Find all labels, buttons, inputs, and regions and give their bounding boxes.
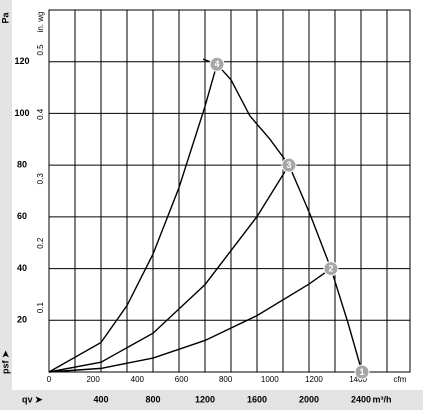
- bottom-band: [0, 390, 423, 410]
- point-label: 2: [328, 263, 333, 273]
- y2-tick-label: 0.1: [36, 301, 45, 313]
- operating-point: [281, 157, 297, 173]
- y2-tick-label: 0.4: [36, 108, 45, 120]
- operating-point: [354, 364, 370, 380]
- x-tick-label: 1200: [195, 394, 215, 404]
- y2-unit: in. wg: [36, 12, 45, 33]
- x2-unit: cfm: [394, 375, 407, 384]
- y2-tick-label: 0.2: [36, 237, 45, 249]
- x-tick-label: 800: [145, 394, 160, 404]
- y2-tick-label: 0.3: [36, 173, 45, 185]
- left-band: [0, 0, 12, 390]
- x-tick-label: 2000: [299, 394, 319, 404]
- x2-tick-label: 0: [47, 375, 52, 384]
- operating-point: [323, 261, 339, 277]
- point-label: 4: [214, 59, 219, 69]
- curve: [48, 267, 332, 373]
- curve: [202, 58, 363, 373]
- operating-point: [209, 56, 225, 72]
- y-tick-label: 20: [17, 315, 27, 325]
- y2-tick-label: 0.5: [36, 44, 45, 56]
- y-tick-label: 60: [17, 211, 27, 221]
- point-label: 1: [360, 367, 365, 377]
- curve: [48, 64, 218, 373]
- x2-tick-label: 800: [219, 375, 233, 384]
- y-axis-label: psf ➤: [0, 350, 10, 374]
- y-unit: Pa: [0, 12, 10, 24]
- y-tick-label: 120: [14, 56, 29, 66]
- y-tick-label: 100: [14, 108, 29, 118]
- point-label: 3: [286, 160, 291, 170]
- x2-tick-label: 200: [86, 375, 100, 384]
- x2-tick-label: 600: [175, 375, 189, 384]
- x-tick-label: 1600: [247, 394, 267, 404]
- y-tick-label: 80: [17, 160, 27, 170]
- x2-tick-label: 1000: [261, 375, 279, 384]
- x-tick-label: 400: [93, 394, 108, 404]
- plot-frame: [48, 9, 411, 373]
- x2-tick-label: 1200: [305, 375, 323, 384]
- x-unit: m³/h: [373, 394, 392, 404]
- y-tick-label: 40: [17, 263, 27, 273]
- curve: [48, 164, 290, 373]
- x2-tick-label: 1400: [349, 375, 367, 384]
- x-axis-label: qv ➤: [22, 394, 43, 404]
- x2-tick-label: 400: [131, 375, 145, 384]
- x-tick-label: 2400: [351, 394, 371, 404]
